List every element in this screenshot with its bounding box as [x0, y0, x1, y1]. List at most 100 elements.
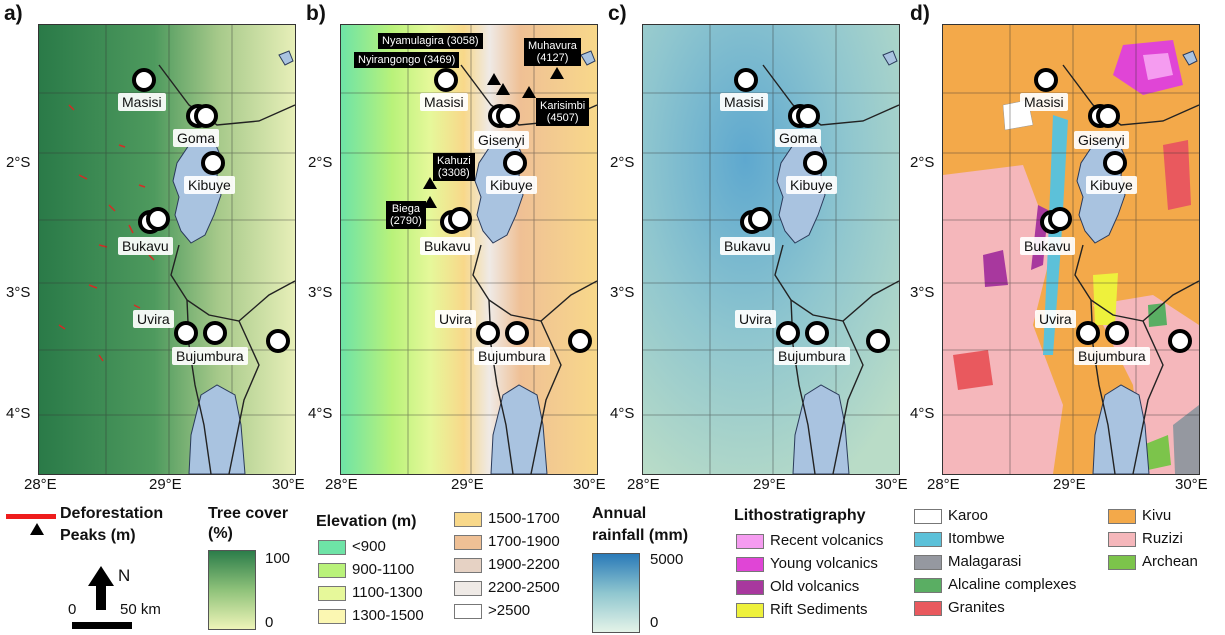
city-label-bukavu: Bukavu	[720, 237, 775, 255]
tick-lat-2s-a: 2°S	[6, 154, 31, 171]
tick-lon-30-c: 30°E	[875, 476, 908, 493]
peak-marker-biega	[423, 196, 437, 208]
litho-label: Young volcanics	[770, 555, 878, 572]
city-marker-bukavu-2	[748, 207, 772, 231]
city-marker-gisenyi	[796, 104, 820, 128]
panel-label-b: b)	[306, 2, 326, 25]
tree-cover-colorbar	[208, 550, 256, 630]
city-label-uvira: Uvira	[1035, 310, 1076, 328]
city-marker-gisenyi	[496, 104, 520, 128]
city-marker-masisi	[734, 68, 758, 92]
tick-lat-4s-d: 4°S	[910, 405, 935, 422]
tree-cover-max: 100	[265, 550, 291, 567]
city-label-bukavu: Bukavu	[1020, 237, 1075, 255]
litho-swatch	[914, 578, 942, 593]
tick-lon-28-d: 28°E	[927, 476, 960, 493]
tick-lat-3s-a: 3°S	[6, 284, 31, 301]
north-arrow-icon	[88, 566, 114, 610]
litho-swatch	[736, 557, 764, 572]
city-marker-kibuye	[803, 151, 827, 175]
elevation-swatch	[318, 609, 346, 624]
litho-label: Itombwe	[948, 530, 1005, 547]
city-label-bukavu: Bukavu	[118, 237, 173, 255]
city-marker-uvira	[174, 321, 198, 345]
city-label-bukavu: Bukavu	[420, 237, 475, 255]
elevation-label: 1700-1900	[488, 533, 560, 550]
rainfall-max: 5000	[650, 551, 684, 568]
elevation-swatch	[318, 540, 346, 555]
litho-label: Old volcanics	[770, 578, 860, 595]
tick-lat-2s-d: 2°S	[910, 154, 935, 171]
elevation-swatch	[454, 558, 482, 573]
rainfall-min: 0	[650, 614, 659, 631]
tick-lon-30-b: 30°E	[573, 476, 606, 493]
elevation-label: >2500	[488, 602, 531, 619]
peaks-legend-label: Peaks (m)	[60, 527, 136, 544]
city-label-uvira: Uvira	[133, 310, 174, 328]
litho-label: Recent volcanics	[770, 532, 884, 549]
city-marker-bukavu-2	[448, 207, 472, 231]
litho-label: Granites	[948, 599, 1005, 616]
rainfall-colorbar	[592, 553, 640, 633]
rainfall-title: Annual	[592, 505, 647, 522]
city-label-goma: Goma	[775, 129, 822, 147]
elevation-title: Elevation (m)	[316, 513, 417, 530]
city-marker-east	[266, 329, 290, 353]
tree-cover-min: 0	[265, 614, 274, 631]
city-marker-kibuye	[201, 151, 225, 175]
deforestation-legend-label: Deforestation	[60, 505, 164, 522]
peak-label-karisimbi: Karisimbi (4507)	[536, 98, 590, 126]
elevation-label: 1100-1300	[352, 584, 423, 601]
tick-lon-30-d: 30°E	[1175, 476, 1208, 493]
city-marker-east	[568, 329, 592, 353]
tick-lat-3s-d: 3°S	[910, 284, 935, 301]
tick-lat-4s-c: 4°S	[610, 405, 635, 422]
city-label-masisi: Masisi	[1020, 93, 1068, 111]
city-marker-uvira	[476, 321, 500, 345]
tick-lat-3s-c: 3°S	[610, 284, 635, 301]
city-label-bujumbura: Bujumbura	[774, 347, 850, 365]
peak-marker-nyiragongo	[496, 83, 510, 95]
tick-lon-29-c: 29°E	[753, 476, 786, 493]
city-marker-bujumbura	[805, 321, 829, 345]
panel-label-c: c)	[608, 2, 627, 25]
city-marker-uvira	[776, 321, 800, 345]
tick-lat-2s-b: 2°S	[308, 154, 333, 171]
litho-swatch	[914, 555, 942, 570]
panel-label-d: d)	[910, 2, 930, 25]
deforestation-legend-line	[6, 514, 56, 519]
litho-swatch	[914, 601, 942, 616]
peak-label-kahuzi: Kahuzi (3308)	[433, 153, 475, 181]
city-marker-kibuye	[503, 151, 527, 175]
city-label-gisenyi: Gisenyi	[1074, 131, 1129, 149]
city-marker-bukavu-2	[146, 207, 170, 231]
tick-lon-29-b: 29°E	[451, 476, 484, 493]
city-label-uvira: Uvira	[735, 310, 776, 328]
city-marker-gisenyi	[1096, 104, 1120, 128]
litho-label: Malagarasi	[948, 553, 1022, 570]
city-label-bujumbura: Bujumbura	[172, 347, 248, 365]
elevation-swatch	[454, 512, 482, 527]
city-label-masisi: Masisi	[420, 93, 468, 111]
city-label-gisenyi: Gisenyi	[474, 131, 529, 149]
litho-label: Kivu	[1142, 507, 1172, 524]
litho-swatch	[914, 532, 942, 547]
litho-swatch	[736, 580, 764, 595]
city-marker-kibuye	[1103, 151, 1127, 175]
tick-lon-28-c: 28°E	[627, 476, 660, 493]
peak-label-nyamulagira: Nyamulagira (3058)	[378, 33, 483, 49]
city-marker-bujumbura	[505, 321, 529, 345]
peak-marker-muhavura	[550, 67, 564, 79]
elevation-label: 1300-1500	[352, 607, 424, 624]
city-label-kibuye: Kibuye	[786, 176, 837, 194]
elevation-label: 900-1100	[352, 561, 415, 578]
city-label-kibuye: Kibuye	[486, 176, 537, 194]
litho-swatch	[1108, 509, 1136, 524]
elevation-swatch	[318, 586, 346, 601]
litho-swatch	[1108, 532, 1136, 547]
litho-label: Ruzizi	[1142, 530, 1183, 547]
peak-label-muhavura: Muhavura (4127)	[524, 38, 581, 66]
tree-cover-title-unit: (%)	[208, 525, 233, 542]
tick-lat-3s-b: 3°S	[308, 284, 333, 301]
north-label: N	[118, 566, 131, 585]
